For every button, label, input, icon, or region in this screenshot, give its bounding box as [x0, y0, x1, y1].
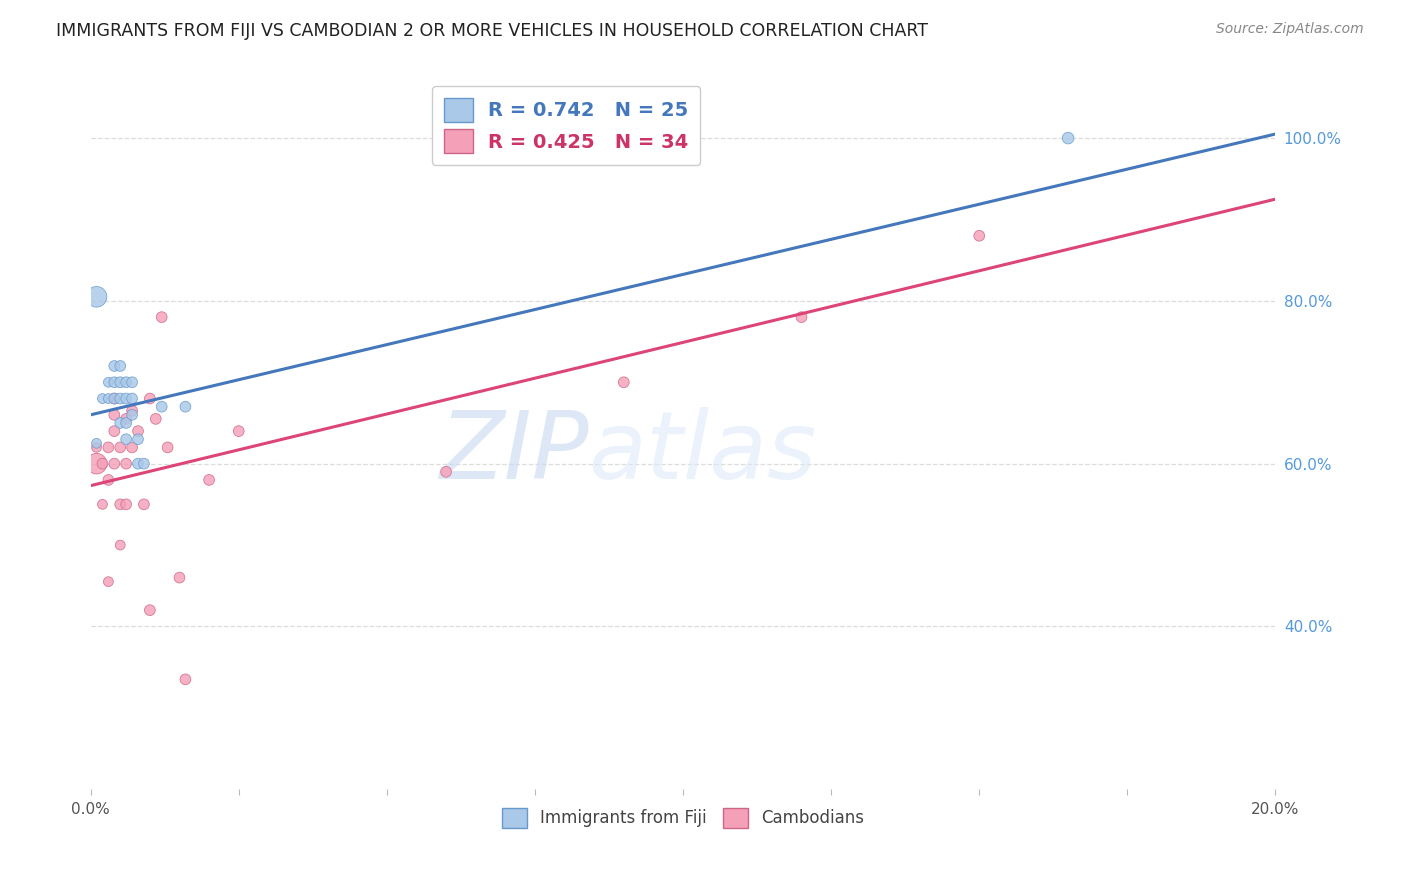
Point [86, 290, 108, 304]
Point [115, 392, 138, 406]
Point [103, 392, 125, 406]
Point [91, 457, 114, 471]
Point [103, 424, 125, 438]
Point [121, 392, 143, 406]
Point [115, 432, 138, 446]
Point [121, 408, 143, 422]
Point [613, 376, 636, 390]
Point [103, 359, 125, 373]
Point [97, 376, 120, 390]
Point [110, 359, 132, 373]
Point [132, 497, 155, 511]
Text: IMMIGRANTS FROM FIJI VS CAMBODIAN 2 OR MORE VEHICLES IN HOUSEHOLD CORRELATION CH: IMMIGRANTS FROM FIJI VS CAMBODIAN 2 OR M… [56, 22, 928, 40]
Point [97, 392, 120, 406]
Point [97, 473, 120, 487]
Point [91, 497, 114, 511]
Point [132, 457, 155, 471]
Point [156, 441, 179, 455]
Text: atlas: atlas [588, 407, 817, 498]
Point [121, 441, 143, 455]
Point [110, 392, 132, 406]
Point [86, 441, 108, 455]
Point [121, 376, 143, 390]
Point [103, 392, 125, 406]
Point [110, 376, 132, 390]
Point [198, 473, 221, 487]
Point [97, 574, 120, 589]
Point [139, 392, 162, 406]
Point [115, 457, 138, 471]
Point [1057, 131, 1080, 145]
Legend: Immigrants from Fiji, Cambodians: Immigrants from Fiji, Cambodians [495, 801, 872, 835]
Text: ZIP: ZIP [439, 407, 588, 498]
Point [790, 310, 813, 325]
Point [174, 673, 197, 687]
Point [121, 403, 143, 417]
Point [150, 310, 173, 325]
Point [110, 497, 132, 511]
Point [139, 603, 162, 617]
Point [110, 538, 132, 552]
Point [967, 228, 990, 243]
Point [86, 436, 108, 450]
Point [103, 408, 125, 422]
Point [127, 424, 149, 438]
Point [115, 412, 138, 426]
Point [103, 376, 125, 390]
Text: Source: ZipAtlas.com: Source: ZipAtlas.com [1216, 22, 1364, 37]
Point [110, 416, 132, 430]
Point [145, 412, 167, 426]
Point [86, 457, 108, 471]
Point [169, 571, 191, 585]
Point [91, 392, 114, 406]
Point [110, 441, 132, 455]
Point [434, 465, 457, 479]
Point [115, 376, 138, 390]
Point [127, 457, 149, 471]
Point [150, 400, 173, 414]
Point [103, 457, 125, 471]
Point [97, 441, 120, 455]
Point [127, 432, 149, 446]
Point [228, 424, 250, 438]
Point [115, 416, 138, 430]
Point [174, 400, 197, 414]
Point [115, 497, 138, 511]
